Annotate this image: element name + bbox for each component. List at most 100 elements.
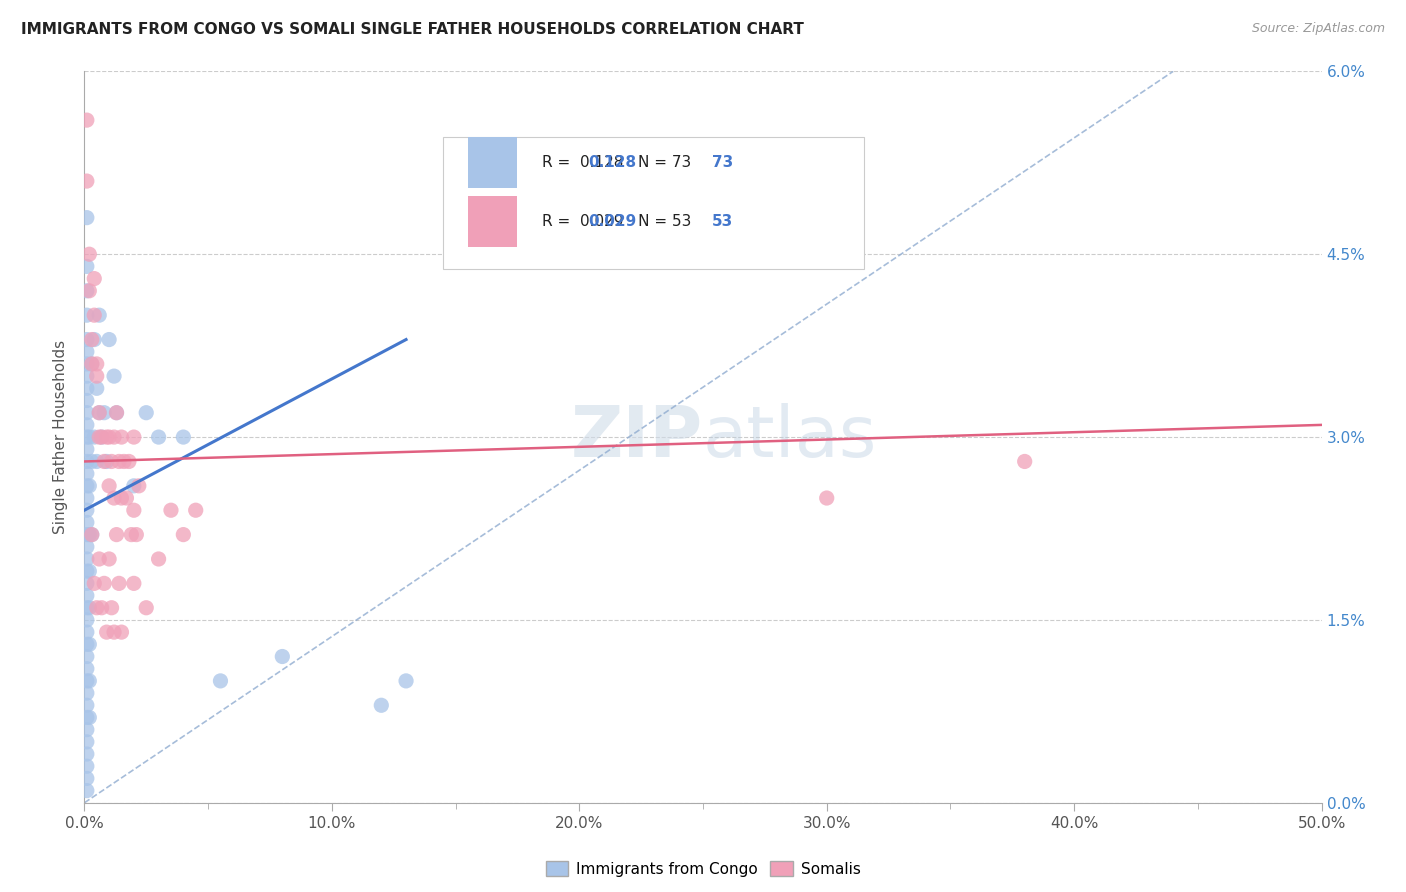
Point xyxy=(125,527,148,541)
Point xyxy=(395,673,418,688)
Point xyxy=(103,369,125,384)
Point xyxy=(110,491,132,505)
Point xyxy=(98,333,121,347)
Point xyxy=(96,430,118,444)
Point xyxy=(76,735,98,749)
Point xyxy=(76,698,98,713)
Point xyxy=(83,430,105,444)
Point xyxy=(100,454,122,468)
Point xyxy=(86,369,108,384)
Text: ZIP: ZIP xyxy=(571,402,703,472)
Point xyxy=(79,430,101,444)
Text: 0.128: 0.128 xyxy=(588,155,636,170)
Point xyxy=(80,357,103,371)
Point xyxy=(209,673,232,688)
Point xyxy=(103,491,125,505)
Point xyxy=(76,759,98,773)
Point xyxy=(100,600,122,615)
Point xyxy=(172,527,194,541)
Point xyxy=(122,479,145,493)
Point xyxy=(120,527,142,541)
Point xyxy=(110,625,132,640)
Point xyxy=(135,600,157,615)
Point xyxy=(115,491,138,505)
Point xyxy=(90,600,112,615)
Point xyxy=(76,637,98,651)
Point xyxy=(79,600,101,615)
Point xyxy=(76,527,98,541)
Point xyxy=(103,625,125,640)
Point xyxy=(76,333,98,347)
Point xyxy=(76,113,98,128)
Point xyxy=(79,527,101,541)
Point xyxy=(76,479,98,493)
Text: 53: 53 xyxy=(711,214,733,229)
Point xyxy=(76,357,98,371)
Point xyxy=(83,333,105,347)
Point xyxy=(90,430,112,444)
Point xyxy=(76,686,98,700)
Point xyxy=(93,454,115,468)
Point xyxy=(76,783,98,797)
FancyBboxPatch shape xyxy=(443,137,863,268)
Point xyxy=(79,479,101,493)
Point xyxy=(105,527,128,541)
Point xyxy=(815,491,838,505)
Point xyxy=(76,393,98,408)
Point xyxy=(89,308,111,322)
Point xyxy=(76,649,98,664)
Point xyxy=(89,406,111,420)
Point xyxy=(110,430,132,444)
Point xyxy=(80,333,103,347)
Point xyxy=(76,516,98,530)
Point xyxy=(86,600,108,615)
Point xyxy=(76,454,98,468)
Point xyxy=(90,430,112,444)
Point xyxy=(76,576,98,591)
Point xyxy=(76,417,98,432)
Point xyxy=(98,552,121,566)
Point xyxy=(76,540,98,554)
Point xyxy=(128,479,150,493)
Point xyxy=(76,772,98,786)
Text: 73: 73 xyxy=(711,155,733,170)
Point xyxy=(93,406,115,420)
Text: R =  0.029   N = 53: R = 0.029 N = 53 xyxy=(543,214,692,229)
Point xyxy=(76,467,98,481)
Point xyxy=(76,211,98,225)
Bar xyxy=(468,195,517,247)
Point xyxy=(122,503,145,517)
Point xyxy=(118,454,141,468)
Point xyxy=(76,589,98,603)
Point xyxy=(76,503,98,517)
Bar xyxy=(468,137,517,188)
Point xyxy=(108,454,131,468)
Point xyxy=(76,710,98,724)
Y-axis label: Single Father Households: Single Father Households xyxy=(53,340,69,534)
Point xyxy=(86,454,108,468)
Point xyxy=(76,260,98,274)
Point xyxy=(148,430,170,444)
Point xyxy=(184,503,207,517)
Point xyxy=(79,710,101,724)
Point xyxy=(160,503,183,517)
Text: R =  0.128   N = 73: R = 0.128 N = 73 xyxy=(543,155,692,170)
Point xyxy=(76,406,98,420)
Point xyxy=(86,381,108,395)
Point xyxy=(76,344,98,359)
Point xyxy=(80,527,103,541)
Point xyxy=(76,381,98,395)
Point xyxy=(76,673,98,688)
Point xyxy=(122,430,145,444)
Point xyxy=(103,430,125,444)
Point xyxy=(76,600,98,615)
Text: atlas: atlas xyxy=(703,402,877,472)
Point xyxy=(76,662,98,676)
Point xyxy=(148,552,170,566)
Point xyxy=(76,369,98,384)
Point xyxy=(79,284,101,298)
Point xyxy=(89,552,111,566)
Point xyxy=(96,625,118,640)
Point xyxy=(79,564,101,578)
Point xyxy=(89,406,111,420)
